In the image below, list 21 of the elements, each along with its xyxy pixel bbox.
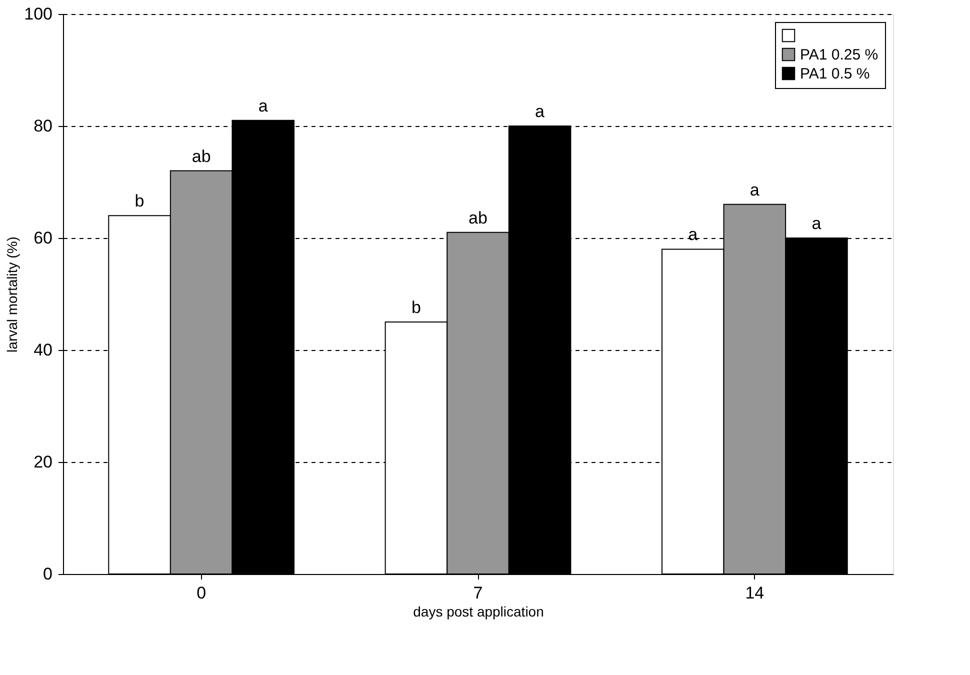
y-tick-label: 40	[34, 340, 52, 360]
y-tick-label: 60	[34, 228, 52, 248]
annotation: ab	[192, 146, 211, 166]
y-tick-label: 100	[24, 4, 52, 24]
annotation: a	[535, 102, 546, 121]
y-tick-label: 80	[34, 116, 52, 136]
annotation: b	[134, 192, 144, 211]
annotation: ab	[468, 208, 488, 228]
x-axis-title: days post application	[413, 604, 544, 620]
y-tick-label: 0	[43, 564, 52, 584]
annotation: b	[411, 298, 421, 317]
x-tick-label: 0	[196, 584, 206, 602]
annotation: a	[812, 214, 822, 233]
x-tick-label: 14	[745, 584, 764, 602]
legend-label: PA1 0.25 %	[800, 46, 878, 64]
annotation: a	[750, 180, 760, 200]
legend-label: PA1 0.5 %	[800, 66, 870, 82]
y-axis-title: larval mortality (%)	[4, 236, 20, 352]
x-tick-label: 7	[473, 584, 483, 602]
annotation: a	[258, 96, 268, 116]
y-tick-label: 20	[34, 452, 52, 472]
